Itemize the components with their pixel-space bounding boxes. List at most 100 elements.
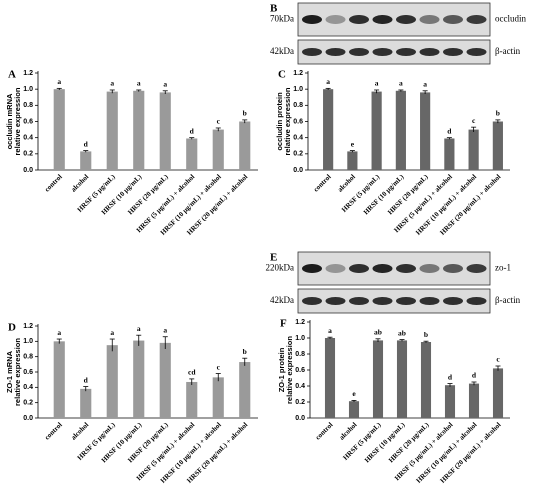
blot-band bbox=[302, 297, 322, 305]
bar bbox=[80, 388, 92, 418]
bar bbox=[396, 340, 408, 418]
y-tick-label: 0.2 bbox=[23, 151, 33, 158]
blot-band bbox=[466, 15, 487, 24]
significance-letter: d bbox=[84, 375, 89, 384]
blot-band bbox=[443, 297, 463, 305]
y-tick-label: 0.6 bbox=[23, 118, 33, 125]
x-tick-label: control bbox=[312, 173, 333, 194]
bar bbox=[323, 89, 334, 170]
significance-letter: c bbox=[217, 362, 221, 371]
y-axis-label: occludin protein bbox=[275, 92, 284, 151]
y-tick-label: 0.8 bbox=[293, 102, 303, 109]
y-axis-label: ZO-1 protein bbox=[277, 347, 286, 392]
bar bbox=[212, 377, 224, 418]
bar bbox=[348, 401, 360, 418]
band-name: β-actin bbox=[495, 295, 521, 305]
bar bbox=[444, 138, 455, 170]
significance-letter: e bbox=[352, 389, 356, 398]
blot-band bbox=[396, 264, 416, 273]
y-axis-label: relative expression bbox=[285, 336, 294, 404]
y-tick-label: 1.2 bbox=[23, 70, 33, 77]
blot-band bbox=[349, 15, 369, 24]
significance-letter: a bbox=[375, 79, 379, 88]
panel-letter: E bbox=[270, 252, 277, 264]
band-size: 42kDa bbox=[270, 46, 294, 56]
bar bbox=[444, 385, 456, 418]
blot-band bbox=[466, 48, 487, 56]
y-tick-label: 0.8 bbox=[295, 351, 305, 358]
bar bbox=[420, 342, 432, 418]
blot-band bbox=[419, 297, 440, 305]
y-tick-label: 0.6 bbox=[23, 369, 33, 376]
bar bbox=[324, 338, 336, 418]
significance-letter: a bbox=[163, 325, 167, 334]
blot-band bbox=[372, 15, 393, 24]
significance-letter: a bbox=[163, 80, 167, 89]
significance-letter: a bbox=[57, 328, 61, 337]
significance-letter: b bbox=[243, 347, 247, 356]
band-name: zo-1 bbox=[495, 263, 511, 273]
significance-letter: a bbox=[137, 79, 141, 88]
band-size: 220kDa bbox=[266, 263, 295, 273]
x-tick-label: alcohol bbox=[338, 421, 359, 442]
significance-letter: c bbox=[496, 355, 500, 364]
significance-letter: cd bbox=[188, 368, 196, 377]
blot-band bbox=[349, 297, 369, 305]
y-tick-label: 0.8 bbox=[23, 354, 33, 361]
y-tick-label: 0.4 bbox=[293, 135, 303, 142]
bar bbox=[492, 368, 504, 418]
significance-letter: c bbox=[472, 116, 476, 125]
y-tick-label: 1.2 bbox=[23, 323, 33, 330]
y-tick-label: 1.0 bbox=[23, 338, 33, 345]
y-tick-label: 0.6 bbox=[293, 118, 303, 125]
bar bbox=[420, 92, 431, 170]
y-tick-label: 1.2 bbox=[295, 319, 305, 326]
blot-band bbox=[443, 15, 463, 24]
blot-band bbox=[302, 264, 322, 273]
x-tick-label: alcohol bbox=[70, 173, 91, 194]
significance-letter: b bbox=[424, 330, 428, 339]
y-tick-label: 0.4 bbox=[23, 135, 33, 142]
bar bbox=[347, 151, 358, 170]
significance-letter: a bbox=[423, 80, 427, 89]
significance-letter: b bbox=[243, 109, 247, 118]
blot-band bbox=[325, 48, 346, 56]
bar bbox=[133, 340, 145, 418]
y-tick-label: 0.4 bbox=[295, 383, 305, 390]
band-size: 70kDa bbox=[270, 14, 294, 24]
blot-band bbox=[396, 48, 416, 56]
blot-frame bbox=[297, 2, 491, 37]
bar bbox=[239, 362, 251, 418]
blot-band bbox=[443, 264, 463, 273]
blot-band bbox=[372, 48, 393, 56]
significance-letter: ab bbox=[398, 328, 406, 337]
blot-band bbox=[349, 48, 369, 56]
significance-letter: e bbox=[351, 139, 355, 148]
bar bbox=[159, 92, 171, 170]
bar bbox=[186, 138, 198, 170]
y-tick-label: 0.0 bbox=[293, 167, 303, 174]
band-size: 42kDa bbox=[270, 295, 294, 305]
band-name: occludin bbox=[495, 14, 526, 24]
blot-band bbox=[419, 15, 440, 24]
panel-letter: C bbox=[278, 69, 286, 81]
bar bbox=[80, 151, 92, 170]
bar bbox=[395, 90, 406, 170]
blot-band bbox=[419, 48, 440, 56]
x-tick-label: control bbox=[43, 421, 64, 442]
bar bbox=[492, 121, 503, 170]
y-tick-label: 0.2 bbox=[293, 151, 303, 158]
blot-band bbox=[372, 297, 393, 305]
blot-band bbox=[443, 48, 463, 56]
significance-letter: b bbox=[496, 109, 500, 118]
blot-band bbox=[466, 264, 487, 273]
bar bbox=[106, 91, 118, 170]
y-tick-label: 0.2 bbox=[23, 400, 33, 407]
significance-letter: a bbox=[110, 328, 114, 337]
y-tick-label: 1.0 bbox=[293, 86, 303, 93]
blot-band bbox=[349, 264, 369, 273]
significance-letter: d bbox=[84, 139, 89, 148]
y-tick-label: 0.0 bbox=[23, 167, 33, 174]
significance-letter: a bbox=[110, 79, 114, 88]
